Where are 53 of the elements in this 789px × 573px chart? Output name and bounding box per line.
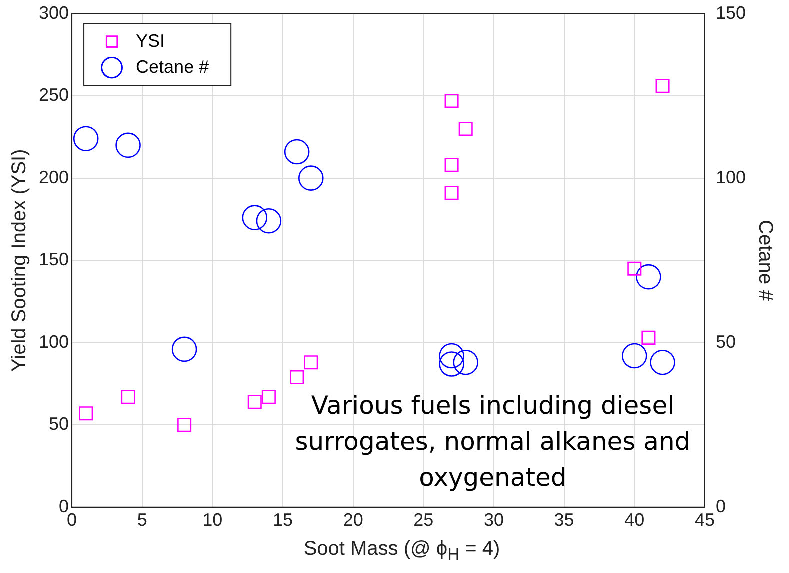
x-tick-label: 45 <box>694 510 715 530</box>
y2-tick-label: 100 <box>716 167 746 188</box>
point <box>622 343 648 369</box>
y-tick-label: 250 <box>38 85 70 106</box>
y2-tick-label: 0 <box>716 496 726 516</box>
point <box>178 418 192 432</box>
x-tick-label: 10 <box>202 510 223 530</box>
annotation: Various fuels including diesel surrogates, normal alkanes and oxygenated <box>295 390 691 492</box>
x-axis-title: Soot Mass (@ ϕ$_{H}$ = 4) <box>302 538 502 565</box>
point <box>636 264 662 290</box>
point <box>298 166 324 191</box>
point <box>242 205 268 230</box>
point <box>444 158 459 172</box>
y2-tick-label: 150 <box>716 2 746 23</box>
x-tick-label: 30 <box>484 510 504 530</box>
point <box>79 406 94 421</box>
y-tick-label: 100 <box>38 332 70 352</box>
x-tick-label: 15 <box>272 510 294 530</box>
point <box>453 350 479 376</box>
legend-label: YSI <box>136 30 166 51</box>
point <box>256 208 282 234</box>
point <box>444 94 459 108</box>
y-tick-label: 0 <box>59 496 70 516</box>
x-tick-label: 20 <box>343 510 364 530</box>
y-tick-label: 200 <box>38 167 70 188</box>
y-tick-label: 150 <box>38 250 70 270</box>
point <box>248 395 262 410</box>
point <box>73 126 99 152</box>
point <box>656 79 670 94</box>
point <box>284 139 310 165</box>
point <box>116 132 141 158</box>
point <box>172 336 198 362</box>
y-tick-label: 300 <box>38 2 70 23</box>
point <box>650 350 676 376</box>
y2-axis-title: Cetane # <box>754 220 776 302</box>
point <box>439 343 464 369</box>
point <box>628 262 642 276</box>
point <box>121 390 136 404</box>
y-axis-title: Yield Sooting Index (YSI) <box>8 149 31 372</box>
x-tick-label: 40 <box>624 510 645 530</box>
y2-tick-label: 50 <box>716 332 736 352</box>
y-tick-label: 50 <box>49 414 70 434</box>
point <box>444 186 459 200</box>
point <box>458 122 473 136</box>
x-tick-label: 35 <box>554 510 574 530</box>
point <box>304 356 318 370</box>
x-tick-label: 5 <box>137 510 148 530</box>
point <box>439 352 464 377</box>
point <box>290 370 304 384</box>
point <box>642 330 656 345</box>
x-tick-label: 25 <box>414 510 434 530</box>
point <box>262 390 276 404</box>
legend-label: Cetane # <box>136 56 210 77</box>
